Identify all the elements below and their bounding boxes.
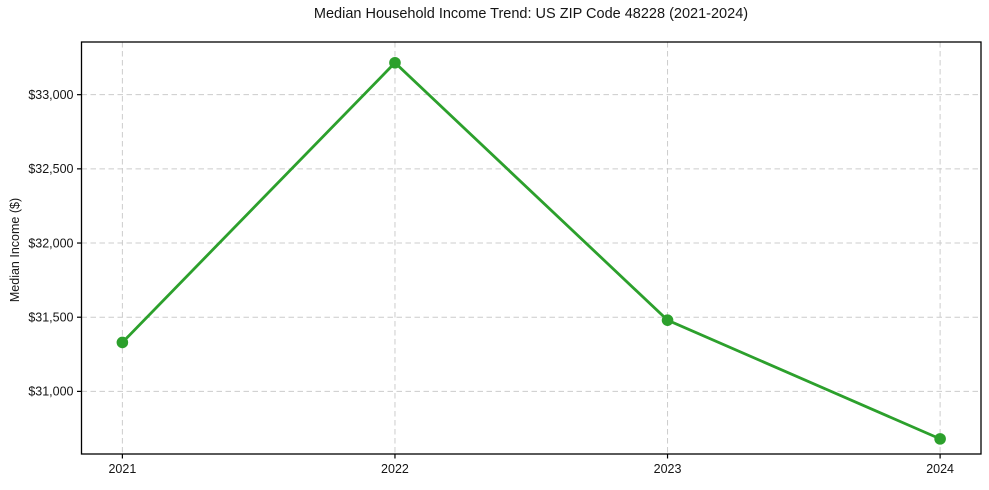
data-point-2023 (661, 314, 674, 326)
x-tick-label: 2024 (926, 462, 954, 476)
y-tick-label: $31,500 (28, 311, 73, 325)
x-tick-label: 2021 (108, 462, 136, 476)
y-tick-label: $32,500 (28, 162, 73, 176)
x-tick-label: 2022 (381, 462, 409, 476)
axes-frame (80, 41, 982, 455)
y-tick-label: $31,000 (28, 385, 73, 399)
plot-area (81, 42, 981, 454)
data-point-2022 (389, 56, 401, 69)
y-tick-label: $33,000 (28, 88, 73, 102)
data-point-2024 (934, 433, 946, 445)
chart-title: Median Household Income Trend: US ZIP Co… (313, 6, 749, 22)
y-tick-label: $32,000 (28, 236, 73, 250)
trend-line (120, 60, 942, 441)
data-point-2021 (116, 336, 129, 349)
x-tick-label: 2023 (654, 462, 682, 476)
